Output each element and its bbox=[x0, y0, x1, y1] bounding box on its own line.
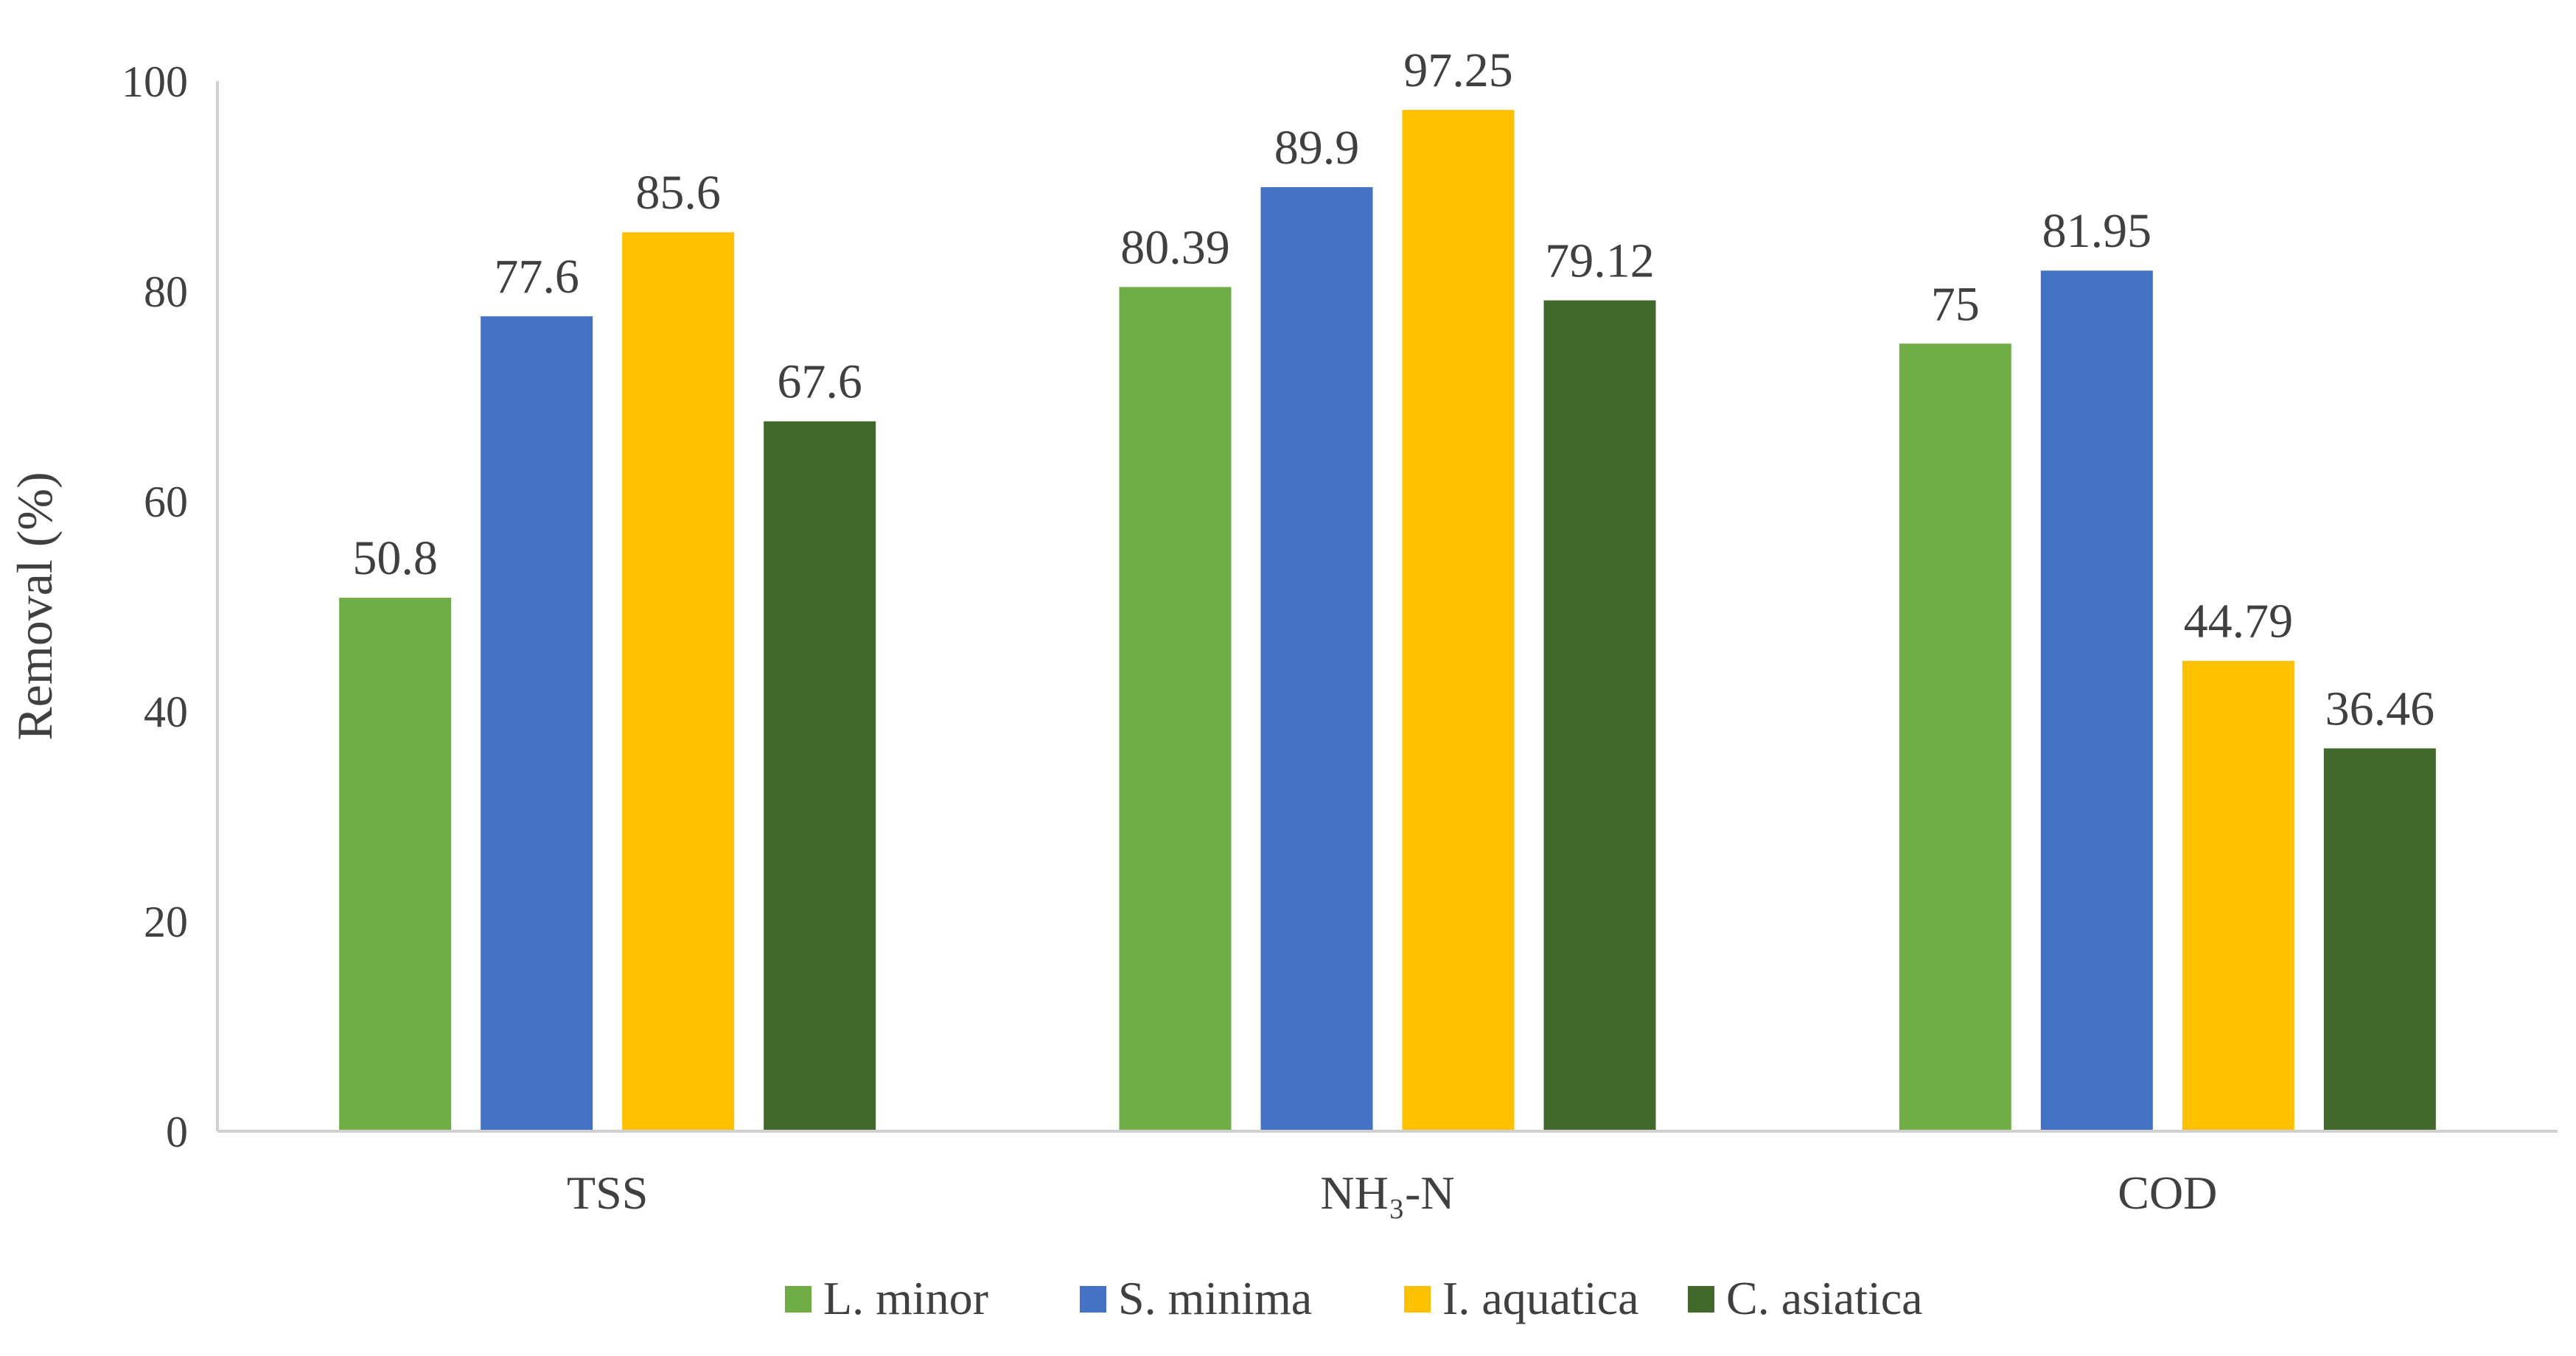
y-axis-ticks: 0 20 40 60 80 100 bbox=[122, 57, 188, 1156]
bar-0-0 bbox=[339, 598, 452, 1131]
y-tick-label-0: 0 bbox=[166, 1108, 188, 1156]
data-label-0-1: 77.6 bbox=[494, 250, 579, 304]
data-label-0-3: 67.6 bbox=[777, 355, 862, 409]
legend-swatch-3 bbox=[1688, 1286, 1714, 1313]
legend-swatch-2 bbox=[1404, 1286, 1431, 1313]
legend-label-3: C. asiatica bbox=[1726, 1272, 1923, 1324]
legend-label-1: S. minima bbox=[1118, 1272, 1312, 1324]
data-label-1-2: 97.25 bbox=[1403, 43, 1513, 97]
y-tick-label-2: 40 bbox=[144, 688, 188, 736]
bars bbox=[339, 110, 2436, 1132]
data-label-2-0: 75 bbox=[1931, 277, 1980, 331]
data-label-1-0: 80.39 bbox=[1120, 220, 1230, 274]
legend-swatch-1 bbox=[1080, 1286, 1106, 1313]
bar-2-0 bbox=[1899, 343, 2011, 1131]
y-tick-label-3: 60 bbox=[144, 478, 188, 526]
data-label-0-2: 85.6 bbox=[635, 166, 721, 220]
data-labels: 50.8 77.6 85.6 67.6 80.39 89.9 97.25 79.12 75 81.… bbox=[352, 43, 2434, 735]
bar-2-2 bbox=[2182, 660, 2294, 1131]
y-axis-title: Removal (%) bbox=[7, 472, 63, 740]
y-tick-label-5: 100 bbox=[122, 57, 188, 106]
data-label-1-3: 79.12 bbox=[1545, 234, 1655, 288]
y-tick-label-4: 80 bbox=[144, 268, 188, 316]
bar-0-2 bbox=[622, 232, 735, 1132]
bar-2-1 bbox=[2040, 270, 2153, 1131]
legend-label-2: I. aquatica bbox=[1442, 1272, 1639, 1324]
x-category-label-2: COD bbox=[2118, 1167, 2217, 1219]
legend: L. minor S. minima I. aquatica C. asiatica bbox=[785, 1272, 1923, 1324]
bar-1-3 bbox=[1543, 300, 1656, 1131]
data-label-2-1: 81.95 bbox=[2042, 204, 2152, 258]
bar-1-2 bbox=[1402, 110, 1515, 1131]
legend-swatch-0 bbox=[785, 1286, 811, 1313]
x-category-label-1: NH₃-N bbox=[1320, 1167, 1454, 1219]
bar-1-0 bbox=[1119, 287, 1232, 1131]
bar-1-1 bbox=[1260, 186, 1373, 1131]
bar-0-1 bbox=[481, 316, 593, 1132]
data-label-2-3: 36.46 bbox=[2325, 682, 2435, 735]
y-tick-label-1: 20 bbox=[144, 898, 188, 946]
data-label-2-2: 44.79 bbox=[2184, 595, 2294, 649]
bar-2-3 bbox=[2323, 748, 2436, 1131]
data-label-0-0: 50.8 bbox=[352, 531, 438, 585]
data-label-1-1: 89.9 bbox=[1274, 121, 1360, 175]
legend-label-0: L. minor bbox=[823, 1272, 988, 1324]
x-category-label-0: TSS bbox=[567, 1167, 648, 1219]
x-axis-labels: TSS NH₃-N COD bbox=[567, 1167, 2217, 1219]
bar-0-3 bbox=[764, 421, 876, 1131]
